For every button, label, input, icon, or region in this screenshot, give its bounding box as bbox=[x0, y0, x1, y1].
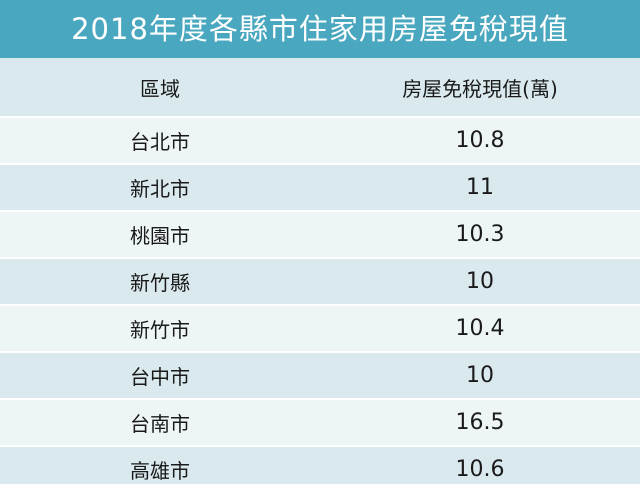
region-cell: 高雄市 bbox=[0, 446, 320, 484]
table-row: 新竹市 10.4 bbox=[0, 305, 640, 353]
value-cell: 16.5 bbox=[320, 399, 640, 447]
value-cell: 10.6 bbox=[320, 446, 640, 484]
table-header-row: 區域 房屋免稅現值(萬) bbox=[0, 58, 640, 118]
tax-value-table: 區域 房屋免稅現值(萬) 台北市 10.8 新北市 11 桃園市 10.3 新竹… bbox=[0, 58, 640, 484]
page-title: 2018年度各縣市住家用房屋免稅現值 bbox=[0, 0, 640, 58]
region-cell: 台南市 bbox=[0, 399, 320, 447]
table-row: 台南市 16.5 bbox=[0, 399, 640, 447]
value-cell: 10 bbox=[320, 352, 640, 400]
table-row: 台北市 10.8 bbox=[0, 117, 640, 165]
table-row: 台中市 10 bbox=[0, 352, 640, 400]
region-cell: 新竹市 bbox=[0, 305, 320, 353]
value-cell: 10 bbox=[320, 258, 640, 306]
region-cell: 新竹縣 bbox=[0, 258, 320, 306]
table-row: 新北市 11 bbox=[0, 164, 640, 212]
table-row: 新竹縣 10 bbox=[0, 258, 640, 306]
value-cell: 11 bbox=[320, 164, 640, 212]
value-cell: 10.8 bbox=[320, 117, 640, 165]
region-cell: 新北市 bbox=[0, 164, 320, 212]
column-header-region: 區域 bbox=[0, 58, 320, 118]
table-row: 高雄市 10.6 bbox=[0, 446, 640, 484]
value-cell: 10.4 bbox=[320, 305, 640, 353]
column-header-value: 房屋免稅現值(萬) bbox=[320, 58, 640, 118]
region-cell: 桃園市 bbox=[0, 211, 320, 259]
region-cell: 台中市 bbox=[0, 352, 320, 400]
table-row: 桃園市 10.3 bbox=[0, 211, 640, 259]
region-cell: 台北市 bbox=[0, 117, 320, 165]
value-cell: 10.3 bbox=[320, 211, 640, 259]
